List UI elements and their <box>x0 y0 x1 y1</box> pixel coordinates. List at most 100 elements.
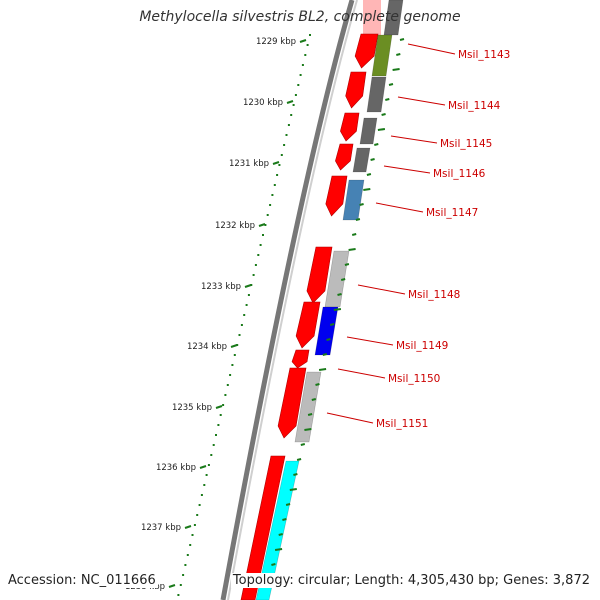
gene-label: Msil_1144 <box>448 100 501 112</box>
scale-dot <box>273 184 276 186</box>
scale-dot <box>257 254 260 256</box>
scale-dot <box>231 364 234 366</box>
outer-tick <box>351 233 357 236</box>
outer-tick <box>271 563 276 566</box>
scale-dot <box>271 194 274 196</box>
scale-dot <box>233 354 236 356</box>
gene-label-leader <box>390 135 438 144</box>
scale-dot <box>264 224 267 226</box>
kbp-tick <box>230 344 238 348</box>
gene-label-leader <box>407 43 456 55</box>
gene-label-leader <box>375 202 424 213</box>
scale-dot <box>299 74 302 76</box>
kbp-label: 1231 kbp <box>229 159 269 169</box>
outer-tick <box>285 503 291 506</box>
cog-feature <box>383 0 404 36</box>
topology-text: Topology: circular; Length: 4,305,430 bp… <box>230 573 592 588</box>
kbp-tick <box>258 223 266 227</box>
scale-dot <box>290 114 293 116</box>
cog-feature <box>371 34 393 77</box>
kbp-tick <box>215 405 223 409</box>
gene-feature <box>335 143 354 171</box>
gene-label-leader <box>337 368 386 379</box>
scale-dot <box>309 34 311 36</box>
gene-label: Msil_1143 <box>458 49 510 61</box>
scale-dot <box>280 154 283 156</box>
scale-dot <box>224 394 227 396</box>
scale-dot <box>198 504 201 506</box>
gene-feature <box>340 112 360 142</box>
scale-dot <box>182 574 185 576</box>
cog-feature <box>314 306 339 356</box>
kbp-tick <box>199 465 207 469</box>
outer-tick <box>329 323 335 326</box>
kbp-label: 1230 kbp <box>243 98 283 108</box>
gene-label: Msil_1146 <box>433 168 486 180</box>
gene-labels: Msil_1143 Msil_1144 Msil_1145 Msil_1146 Msil… <box>326 43 510 430</box>
scale-dot <box>179 584 182 586</box>
scale-dot <box>301 64 304 66</box>
kbp-label: 1232 kbp <box>215 221 255 231</box>
kbp-label: 1233 kbp <box>201 282 241 292</box>
scale-dot <box>254 264 257 266</box>
kbp-tick <box>168 584 176 588</box>
outer-tick <box>381 113 386 116</box>
cog-feature <box>352 147 371 173</box>
scale-dot <box>269 204 272 206</box>
outer-tick <box>340 278 346 281</box>
cog-feature <box>255 460 300 600</box>
outer-tick <box>315 383 320 386</box>
scale-dot <box>259 244 262 246</box>
outer-tick <box>326 338 331 341</box>
outer-tick <box>385 98 390 101</box>
gene-features <box>240 0 381 600</box>
cog-feature <box>294 371 322 443</box>
scale-dot <box>200 494 203 496</box>
kbp-label: 1235 kbp <box>172 403 212 413</box>
kbp-tick <box>244 284 252 288</box>
outer-tick <box>337 293 342 296</box>
scale-dot <box>215 434 217 436</box>
scale-dot <box>238 334 241 336</box>
kbp-label: 1237 kbp <box>141 523 181 533</box>
gene-label: Msil_1149 <box>396 340 448 352</box>
scale-dot <box>205 474 208 476</box>
scale-dot <box>306 44 309 46</box>
scale-dot <box>189 544 192 546</box>
outer-tick <box>348 248 356 251</box>
outer-tick <box>396 53 401 56</box>
kbp-scale: 1229 kbp 1230 kbp 1231 kbp 1232 kbp 1233 kbp… <box>125 37 307 592</box>
outer-tick <box>311 398 317 401</box>
outer-tick <box>296 458 302 461</box>
scale-dot <box>262 234 264 236</box>
scale-dot <box>212 444 215 446</box>
outer-tick <box>359 203 364 206</box>
outer-tick <box>377 128 386 131</box>
outer-tick <box>363 188 371 191</box>
kbp-tick <box>299 39 307 43</box>
gene-label-leader <box>383 165 431 174</box>
gene-label: Msil_1148 <box>408 289 460 301</box>
scale-dot <box>222 404 225 406</box>
scale-dot <box>210 454 213 456</box>
gene-feature <box>354 33 379 69</box>
accession-text: Accession: NC_011666 <box>6 573 158 588</box>
kbp-tick <box>272 161 280 165</box>
outer-tick <box>399 38 405 41</box>
gene-feature <box>240 455 286 600</box>
outer-tick <box>300 443 306 446</box>
outer-tick <box>304 428 312 431</box>
outer-tick <box>274 548 283 551</box>
scale-dot <box>219 414 222 416</box>
gene-feature <box>345 71 367 109</box>
outer-tick <box>293 473 298 476</box>
scale-dot <box>247 294 250 296</box>
gene-label: Msil_1147 <box>426 207 478 219</box>
scale-dot <box>236 344 239 346</box>
scale-dot <box>229 374 232 376</box>
scale-dot <box>276 174 279 176</box>
scale-dot <box>191 534 194 536</box>
scale-dot <box>207 464 210 466</box>
gene-feature <box>306 246 333 304</box>
